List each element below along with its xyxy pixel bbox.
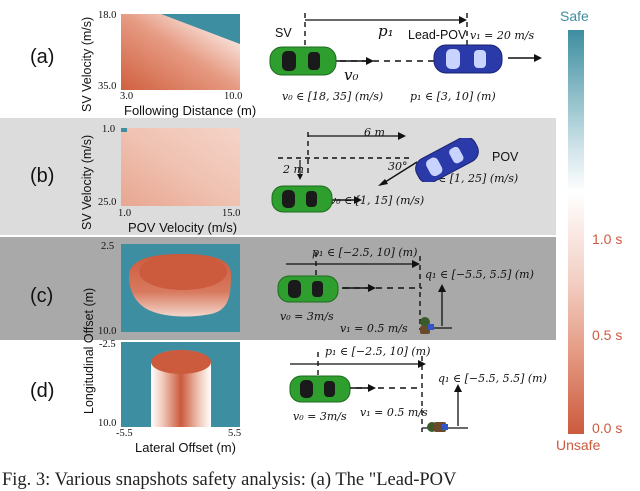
panel-b-v0-range: v₀ ∈ [1, 15] (m/s) (330, 194, 425, 207)
panel-a-v1: v₁ = 20 m/s (470, 29, 535, 42)
panel-c-q1-range: q₁ ∈ [−5.5, 5.5] (m) (425, 268, 534, 281)
panel-c-ylabel: Longitudinal Offset (m) (82, 287, 96, 414)
panel-c-v1: v₁ = 0.5 m/s (340, 322, 408, 335)
panel-a-v0-range: v₀ ∈ [18, 35] (m/s) (282, 90, 384, 103)
panel-c-v0: v₀ = 3m/s (280, 310, 334, 323)
colorbar-tick-1s: 1.0 s (592, 231, 623, 247)
panel-d-ytick-top: -2.5 (99, 339, 116, 350)
panel-d-xtick-right: 5.5 (228, 428, 242, 439)
panel-d-sv-car-icon (289, 375, 351, 403)
panel-d-pedestrian-icon (427, 422, 448, 432)
figure-caption: Fig. 3: Various snapshots safety analysi… (2, 470, 457, 490)
panel-d-heatmap (121, 342, 240, 427)
panel-c-pedestrian-icon (420, 317, 434, 334)
panel-b-sv-car-icon (271, 185, 333, 213)
panel-a-ylabel: SV Velocity (m/s) (80, 16, 94, 112)
panel-b-ytick-bottom: 25.0 (98, 197, 117, 208)
panel-a-p1: p₁ (378, 22, 394, 40)
panel-a-label: (a) (30, 46, 55, 68)
panel-a-lead-car-icon (433, 44, 503, 74)
panel-a-lead-label: Lead-POV (408, 28, 467, 42)
panel-b-ylabel: SV Velocity (m/s) (80, 134, 94, 230)
colorbar-tick-05s: 0.5 s (592, 327, 623, 343)
panel-d-q1-range: q₁ ∈ [−5.5, 5.5] (m) (438, 372, 547, 385)
panel-c-sv-car-icon (277, 275, 339, 303)
panel-b-ytick-top: 1.0 (102, 124, 116, 135)
panel-b-xtick-right: 15.0 (222, 208, 241, 219)
panel-d-label: (d) (30, 380, 55, 402)
panel-a-xtick-left: 3.0 (120, 91, 134, 102)
panel-b-scene (278, 132, 418, 204)
panel-b-lat: 2 m (283, 163, 304, 176)
colorbar-tick-0s: 0.0 s (592, 420, 623, 436)
panel-b-angle: 30° (388, 160, 408, 173)
colorbar-safe-label: Safe (560, 8, 589, 24)
panel-a-ytick-bottom: 35.0 (98, 81, 117, 92)
panel-c-label: (c) (30, 285, 54, 307)
panel-d-xlabel: Lateral Offset (m) (135, 440, 236, 455)
panel-a-sv-label: SV (275, 26, 292, 40)
panel-a-xtick-right: 10.0 (224, 91, 243, 102)
panel-b-xtick-left: 1.0 (118, 208, 132, 219)
colorbar-unsafe-label: Unsafe (556, 437, 601, 453)
panel-d-p1-range: p₁ ∈ [−2.5, 10] (m) (325, 345, 431, 358)
panel-d-v1: v₁ = 0.5 m/s (360, 406, 428, 419)
panel-b-pov-label: POV (492, 150, 519, 164)
panel-a-sv-car-icon (269, 46, 337, 76)
panel-c-scene (286, 252, 452, 330)
panel-d-ytick-bottom: 10.0 (98, 418, 117, 429)
panel-a-p1-range: p₁ ∈ [3, 10] (m) (410, 90, 496, 103)
panel-c-ytick-bottom: 10.0 (98, 326, 117, 337)
panel-c-ytick-top: 2.5 (101, 241, 115, 252)
panel-d-xtick-left: -5.5 (116, 428, 133, 439)
panel-a-v0: v₀ (344, 66, 359, 84)
colorbar (568, 30, 584, 434)
panel-b-v1-range: v₁ ∈ [1, 25] (m/s) (424, 172, 519, 185)
panel-a-heatmap (121, 14, 240, 90)
panel-b-pov-car-icon (415, 138, 479, 182)
panel-d-v0: v₀ = 3m/s (293, 410, 347, 423)
panel-a-xlabel: Following Distance (m) (124, 103, 257, 118)
panel-c-p1-range: p₁ ∈ [−2.5, 10] (m) (312, 246, 418, 259)
panel-a-ytick-top: 18.0 (98, 10, 117, 21)
panel-b-label: (b) (30, 165, 55, 187)
panel-b-xlabel: POV Velocity (m/s) (128, 220, 238, 235)
panel-b-heatmap (121, 128, 240, 206)
panel-c-heatmap (121, 244, 240, 332)
panel-b-dist: 6 m (364, 126, 385, 139)
